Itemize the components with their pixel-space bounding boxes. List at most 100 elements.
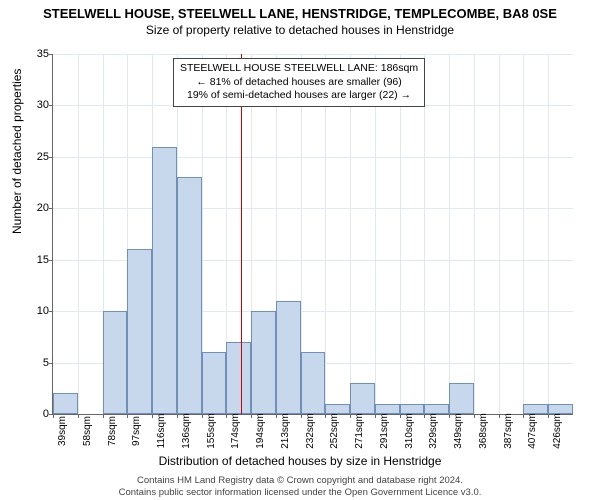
grid-line-h: [53, 157, 573, 158]
x-tick-label: 155sqm: [206, 413, 217, 449]
x-tick-mark: [499, 414, 500, 418]
histogram-bar: [523, 404, 548, 414]
x-tick-label: 116sqm: [156, 414, 167, 449]
y-tick-label: 5: [25, 357, 49, 369]
x-tick-mark: [424, 414, 425, 418]
y-tick-mark: [49, 54, 53, 55]
x-tick-label: 387sqm: [503, 413, 514, 449]
histogram-bar: [375, 404, 400, 414]
y-tick-mark: [49, 363, 53, 364]
grid-line-v: [375, 54, 376, 414]
grid-line-v: [424, 54, 425, 414]
grid-line-v: [325, 54, 326, 414]
x-tick-mark: [548, 414, 549, 418]
x-tick-label: 291sqm: [379, 413, 390, 449]
grid-line-v: [350, 54, 351, 414]
x-tick-mark: [375, 414, 376, 418]
y-tick-label: 10: [25, 305, 49, 317]
x-tick-label: 213sqm: [280, 413, 291, 449]
footer-line1: Contains HM Land Registry data © Crown c…: [0, 475, 600, 486]
y-tick-mark: [49, 157, 53, 158]
y-tick-mark: [49, 260, 53, 261]
histogram-bar: [350, 383, 375, 414]
x-tick-mark: [350, 414, 351, 418]
x-tick-label: 407sqm: [527, 413, 538, 449]
x-tick-label: 78sqm: [107, 416, 118, 446]
histogram-bar: [226, 342, 251, 414]
annotation-box: STEELWELL HOUSE STEELWELL LANE: 186sqm← …: [173, 58, 425, 107]
histogram-bar: [400, 404, 425, 414]
histogram-bar: [251, 311, 276, 414]
annotation-line: 19% of semi-detached houses are larger (…: [180, 89, 418, 103]
x-tick-label: 97sqm: [131, 416, 142, 446]
x-tick-label: 310sqm: [404, 413, 415, 449]
x-tick-label: 349sqm: [453, 413, 464, 449]
x-tick-mark: [301, 414, 302, 418]
x-tick-label: 252sqm: [329, 413, 340, 449]
grid-line-v: [78, 54, 79, 414]
y-tick-label: 30: [25, 99, 49, 111]
y-axis-label: Number of detached properties: [10, 69, 24, 234]
page-subtitle: Size of property relative to detached ho…: [0, 23, 600, 37]
x-tick-label: 368sqm: [478, 413, 489, 449]
histogram-bar: [301, 352, 326, 414]
grid-line-v: [474, 54, 475, 414]
annotation-line: STEELWELL HOUSE STEELWELL LANE: 186sqm: [180, 62, 418, 76]
y-tick-mark: [49, 208, 53, 209]
x-tick-mark: [523, 414, 524, 418]
y-tick-mark: [49, 105, 53, 106]
x-tick-label: 39sqm: [57, 416, 68, 446]
y-tick-mark: [49, 311, 53, 312]
x-axis-label: Distribution of detached houses by size …: [0, 454, 600, 468]
grid-line-h: [53, 54, 573, 55]
footer-line2: Contains public sector information licen…: [0, 487, 600, 498]
histogram-bar: [127, 249, 152, 414]
x-tick-mark: [400, 414, 401, 418]
footer-attribution: Contains HM Land Registry data © Crown c…: [0, 475, 600, 498]
grid-line-v: [523, 54, 524, 414]
grid-line-v: [499, 54, 500, 414]
x-tick-mark: [474, 414, 475, 418]
x-tick-mark: [78, 414, 79, 418]
x-tick-label: 426sqm: [552, 413, 563, 449]
annotation-line: ← 81% of detached houses are smaller (96…: [180, 76, 418, 90]
x-tick-label: 194sqm: [255, 413, 266, 449]
x-tick-label: 232sqm: [305, 413, 316, 449]
grid-line-h: [53, 208, 573, 209]
histogram-bar: [177, 177, 202, 414]
grid-line-v: [548, 54, 549, 414]
x-tick-mark: [152, 414, 153, 418]
histogram-bar: [152, 147, 177, 414]
y-tick-label: 35: [25, 48, 49, 60]
y-tick-label: 25: [25, 151, 49, 163]
histogram-bar: [276, 301, 301, 414]
grid-line-v: [449, 54, 450, 414]
x-tick-mark: [103, 414, 104, 418]
x-tick-mark: [449, 414, 450, 418]
x-tick-mark: [325, 414, 326, 418]
histogram-bar: [424, 404, 449, 414]
histogram-bar: [103, 311, 128, 414]
x-tick-label: 329sqm: [428, 413, 439, 449]
x-tick-mark: [53, 414, 54, 418]
x-tick-mark: [177, 414, 178, 418]
grid-line-v: [400, 54, 401, 414]
histogram-bar: [325, 404, 350, 414]
x-tick-mark: [226, 414, 227, 418]
x-tick-mark: [276, 414, 277, 418]
reference-line: [241, 54, 242, 414]
x-tick-label: 174sqm: [230, 413, 241, 449]
x-tick-mark: [251, 414, 252, 418]
page-title: STEELWELL HOUSE, STEELWELL LANE, HENSTRI…: [0, 0, 600, 21]
x-tick-mark: [202, 414, 203, 418]
y-tick-label: 20: [25, 202, 49, 214]
histogram-bar: [449, 383, 474, 414]
x-tick-label: 58sqm: [82, 416, 93, 446]
y-tick-label: 0: [25, 408, 49, 420]
y-tick-label: 15: [25, 254, 49, 266]
x-tick-label: 136sqm: [181, 413, 192, 449]
x-tick-label: 271sqm: [354, 413, 365, 449]
x-tick-mark: [127, 414, 128, 418]
histogram-bar: [53, 393, 78, 414]
chart-area: 0510152025303539sqm58sqm78sqm97sqm116sqm…: [52, 54, 573, 415]
